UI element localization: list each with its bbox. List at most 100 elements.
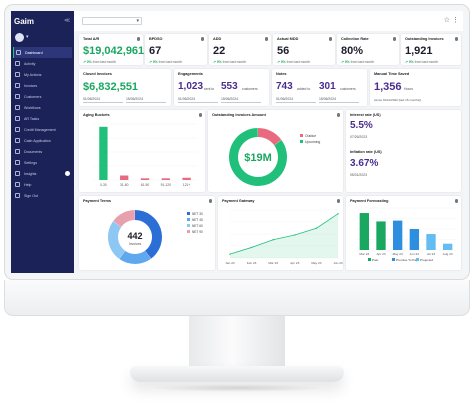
sidebar-item-insights[interactable]: Insights xyxy=(13,168,72,179)
data-point xyxy=(229,253,231,255)
sidebar-item-customers[interactable]: Customers xyxy=(13,91,72,102)
bar xyxy=(99,126,108,180)
sidebar-item-help[interactable]: Help xyxy=(13,179,72,190)
tick-label: May 23 xyxy=(393,252,403,256)
interest-rate-title: Interest rate (US) xyxy=(350,113,381,117)
kpi-card-total-ar[interactable]: Total A/R $19,042,961 ↗ 0% from last mon… xyxy=(79,34,144,65)
info-icon[interactable] xyxy=(208,199,212,203)
sidebar-item-label: My Actions xyxy=(24,72,42,77)
interest-rate-date: 07/26/2023 xyxy=(350,135,367,139)
more-menu-icon[interactable]: ⋮ xyxy=(452,17,459,24)
tick-label: Mar 23 xyxy=(360,252,370,256)
sidebar-item-activity[interactable]: Activity xyxy=(13,58,72,69)
sidebar-item-settings[interactable]: Settings xyxy=(13,157,72,168)
top-bar: ▾ ☆ ⋮ xyxy=(74,11,463,31)
notification-badge xyxy=(65,171,70,176)
series-line xyxy=(229,213,339,255)
sidebar-item-documents[interactable]: Documents xyxy=(13,146,72,157)
kpi-card-collection-rate[interactable]: Collection Rate 80% ↗ 0% from last month xyxy=(337,34,399,65)
series-area xyxy=(230,213,338,258)
info-icon[interactable] xyxy=(200,37,204,41)
sidebar-item-label: Workflows xyxy=(24,105,41,110)
payment-forecasting-card[interactable]: Payment Forecasting Mar 23 Apr 23 May 23 Ju… xyxy=(346,196,461,270)
info-icon[interactable] xyxy=(264,37,268,41)
info-icon[interactable] xyxy=(328,37,332,41)
to-date-field[interactable]: 15/06/2024 xyxy=(221,97,261,103)
credit-icon xyxy=(15,127,20,132)
card-title: Payment Gateway xyxy=(222,199,255,203)
bar xyxy=(359,213,369,250)
info-icon[interactable] xyxy=(336,113,340,117)
to-date-field[interactable]: 15/06/2024 xyxy=(319,97,359,103)
card-title: Engagements xyxy=(178,72,203,76)
card-title: Outstanding Invoices xyxy=(405,37,444,41)
sidebar-item-credit-management[interactable]: Credit Management xyxy=(13,124,72,135)
tick-label: 0-30 xyxy=(100,183,107,187)
info-icon[interactable] xyxy=(392,37,396,41)
bar xyxy=(161,178,170,180)
sidebar-item-label: Insights xyxy=(24,171,37,176)
kpi-card-bpdso[interactable]: BPDSO 67 ↗ 0% from last month xyxy=(145,34,207,65)
outstanding-slice xyxy=(258,128,282,146)
payment-terms-card[interactable]: Payment Terms 442 Invoices NET 30 NET 45 NET… xyxy=(79,196,215,270)
kpi-card-outstanding-invoices[interactable]: Outstanding Invoices 1,921 ↗ 0% from las… xyxy=(401,34,461,65)
card-title: Total A/R xyxy=(83,37,100,41)
sidebar-item-label: Sign Out xyxy=(24,193,38,198)
info-icon[interactable] xyxy=(136,37,140,41)
data-point xyxy=(337,213,339,215)
from-date-field[interactable]: 01/06/2024 xyxy=(83,97,123,103)
bar xyxy=(120,175,129,180)
rates-card[interactable]: Interest rate (US) 5.5% 07/26/2023 Infla… xyxy=(346,110,461,192)
to-date-field[interactable]: 15/06/2024 xyxy=(126,97,166,103)
aging-buckets-card[interactable]: Aging Buckets 0-30 31-60 61-90 91-120 121+ xyxy=(79,110,205,192)
from-date-field[interactable]: 01/06/2024 xyxy=(276,97,316,103)
app-screen: Gaim ≪ ▾ Dashboard Activity My Actions I… xyxy=(11,11,463,273)
notes-card[interactable]: Notes 743 added to 301 customers 01/06/2… xyxy=(272,69,367,106)
avatar[interactable] xyxy=(15,33,24,42)
sidebar-item-dashboard[interactable]: Dashboard xyxy=(13,47,72,58)
kpi-trend: ↗ 0% from last month xyxy=(213,60,247,64)
legend-label: NET 45 xyxy=(192,218,203,222)
sidebar-item-label: Invoices xyxy=(24,83,38,88)
info-icon[interactable] xyxy=(336,199,340,203)
kpi-card-add[interactable]: ADD 22 ↗ 0% from last month xyxy=(209,34,271,65)
card-title: Manual Time Saved xyxy=(374,72,410,76)
notes-added-label: added to xyxy=(297,87,311,91)
info-icon[interactable] xyxy=(454,37,458,41)
card-title: Outstanding Invoices Amount xyxy=(212,113,266,117)
collapse-sidebar-icon[interactable]: ≪ xyxy=(64,18,71,24)
sidebar-item-my-actions[interactable]: My Actions xyxy=(13,69,72,80)
tick-label: 61-90 xyxy=(141,183,150,187)
workflow-icon xyxy=(15,105,20,110)
engagements-card[interactable]: Engagements 1,023 sent to 553 customers … xyxy=(174,69,269,106)
engagements-sent-label: sent to xyxy=(204,87,215,91)
sidebar-item-sign-out[interactable]: Sign Out xyxy=(13,190,72,201)
kpi-trend: ↗ 0% from last month xyxy=(277,60,311,64)
info-icon[interactable] xyxy=(454,199,458,203)
chevron-down-icon[interactable]: ▾ xyxy=(26,34,29,40)
sidebar-item-invoices[interactable]: Invoices xyxy=(13,80,72,91)
legend-swatch xyxy=(300,134,303,137)
notes-customers-label: customers xyxy=(340,87,356,91)
star-icon[interactable]: ☆ xyxy=(443,17,450,24)
from-date-field[interactable]: 01/06/2024 xyxy=(178,97,218,103)
sidebar-item-ar-tasks[interactable]: AR Tasks xyxy=(13,113,72,124)
kpi-trend: ↗ 0% from last month xyxy=(83,60,117,64)
outstanding-amount-card[interactable]: Outstanding Invoices Amount $19M Outdue Up… xyxy=(208,110,343,192)
card-title: Notes xyxy=(276,72,287,76)
kpi-card-actual-mdd[interactable]: Actual MDD 56 ↗ 0% from last month xyxy=(273,34,335,65)
legend-label: Outdue xyxy=(305,134,316,138)
sidebar-item-workflows[interactable]: Workflows xyxy=(13,102,72,113)
bar xyxy=(426,234,436,250)
entity-dropdown[interactable]: ▾ xyxy=(82,17,142,25)
info-icon[interactable] xyxy=(198,113,202,117)
payment-gateway-card[interactable]: Payment Gateway Jan 23 Feb 23 Mar 23 Apr 23… xyxy=(218,196,343,270)
tick-label: Jul 23 xyxy=(427,252,436,256)
sidebar-item-cash-application[interactable]: Cash Application xyxy=(13,135,72,146)
sidebar-item-label: AR Tasks xyxy=(24,116,40,121)
closed-invoices-card[interactable]: Closed Invoices $6,832,551 01/06/2024 15… xyxy=(79,69,171,106)
manual-time-saved-card[interactable]: Manual Time Saved 1,356 Hours (since 01/… xyxy=(370,69,461,106)
tick-label: May 23 xyxy=(311,261,321,265)
